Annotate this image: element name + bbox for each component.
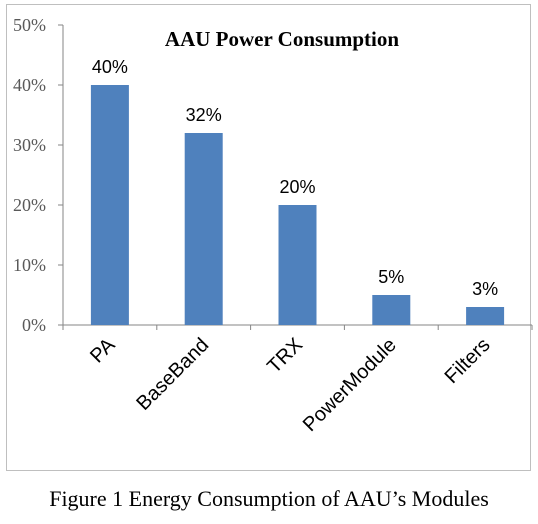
- y-tick-label: 10%: [13, 255, 46, 275]
- bars: [90, 85, 505, 325]
- y-tick-label: 20%: [13, 195, 46, 215]
- y-tick-label: 40%: [13, 75, 46, 95]
- bar-baseband: [184, 133, 223, 325]
- bar-pa: [90, 85, 129, 325]
- bar-powermodule: [372, 295, 411, 325]
- chart-frame: [6, 4, 531, 471]
- y-axis: 0% 10% 20% 30% 40% 50%: [13, 15, 64, 335]
- y-tick-label: 0%: [22, 315, 46, 335]
- bar-filters: [466, 307, 505, 325]
- data-label: 3%: [472, 279, 498, 299]
- data-label: 40%: [92, 57, 128, 77]
- data-label: 5%: [378, 267, 404, 287]
- y-tick-label: 50%: [13, 15, 46, 35]
- y-tick-label: 30%: [13, 135, 46, 155]
- bar-trx: [278, 205, 317, 325]
- data-label: 20%: [279, 177, 315, 197]
- data-label: 32%: [186, 105, 222, 125]
- chart-title: AAU Power Consumption: [165, 27, 399, 51]
- figure-caption: Figure 1 Energy Consumption of AAU’s Mod…: [49, 486, 489, 511]
- data-labels: 40% 32% 20% 5% 3%: [92, 57, 498, 299]
